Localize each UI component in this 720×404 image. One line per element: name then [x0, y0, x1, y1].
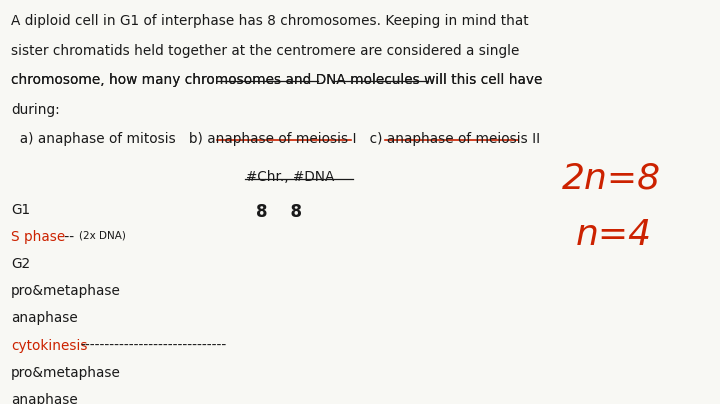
Text: n=4: n=4 — [576, 218, 652, 252]
Text: --: -- — [60, 230, 78, 244]
Text: 2n=8: 2n=8 — [562, 162, 661, 196]
Text: pro&metaphase: pro&metaphase — [11, 366, 121, 380]
Text: ------------------------------: ------------------------------ — [80, 339, 226, 353]
Text: chromosome, how many chromosomes and DNA molecules will this cell have: chromosome, how many chromosomes and DNA… — [11, 73, 542, 87]
Text: (2x DNA): (2x DNA) — [79, 230, 126, 240]
Text: #Chr., #DNA: #Chr., #DNA — [246, 170, 335, 185]
Text: anaphase: anaphase — [11, 393, 78, 404]
Text: chromosome, how many chromosomes and DNA molecules will this cell have: chromosome, how many chromosomes and DNA… — [11, 73, 542, 87]
Text: sister chromatids held together at the centromere are considered a single: sister chromatids held together at the c… — [11, 44, 519, 58]
Text: G2: G2 — [11, 257, 30, 271]
Text: G1: G1 — [11, 203, 30, 217]
Text: during:: during: — [11, 103, 60, 117]
Text: anaphase: anaphase — [11, 311, 78, 325]
Text: pro&metaphase: pro&metaphase — [11, 284, 121, 298]
Text: S phase: S phase — [11, 230, 65, 244]
Text: cytokinesis: cytokinesis — [11, 339, 87, 353]
Text: a) anaphase of mitosis   b) anaphase of meiosis I   c) anaphase of meiosis II: a) anaphase of mitosis b) anaphase of me… — [11, 132, 540, 146]
Text: 8    8: 8 8 — [256, 203, 302, 221]
Text: A diploid cell in G1 of interphase has 8 chromosomes. Keeping in mind that: A diploid cell in G1 of interphase has 8… — [11, 14, 528, 28]
